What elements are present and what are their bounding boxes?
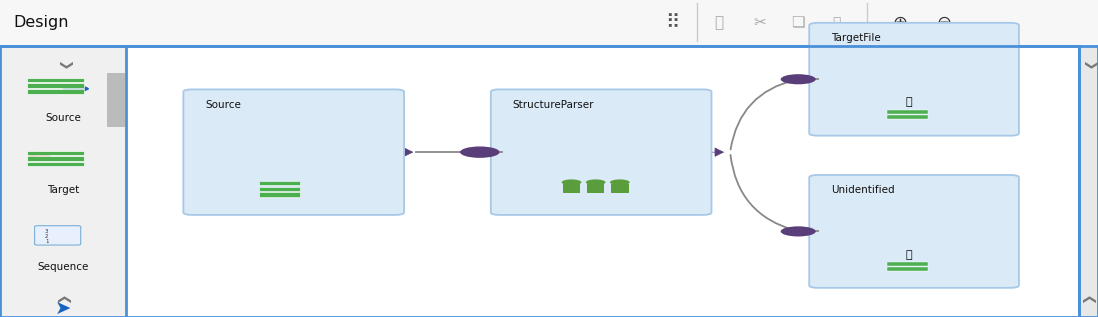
Circle shape [562, 179, 582, 185]
Text: ❯: ❯ [57, 60, 69, 70]
FancyBboxPatch shape [183, 89, 404, 215]
Circle shape [586, 179, 605, 185]
Text: ⊖: ⊖ [937, 14, 952, 32]
Text: ✂: ✂ [753, 16, 766, 30]
Text: Source: Source [45, 113, 81, 123]
FancyBboxPatch shape [887, 115, 929, 119]
Text: StructureParser: StructureParser [513, 100, 594, 110]
Text: ❯: ❯ [1083, 60, 1095, 70]
FancyBboxPatch shape [586, 184, 604, 193]
Text: 1: 1 [45, 239, 48, 244]
FancyBboxPatch shape [491, 89, 712, 215]
FancyBboxPatch shape [0, 46, 126, 317]
FancyBboxPatch shape [887, 262, 929, 266]
Text: ➤: ➤ [55, 300, 71, 317]
Text: 🔥: 🔥 [905, 97, 912, 107]
Circle shape [460, 146, 500, 158]
FancyBboxPatch shape [809, 23, 1019, 136]
FancyBboxPatch shape [258, 181, 300, 185]
Text: 3: 3 [45, 229, 48, 234]
FancyBboxPatch shape [258, 187, 300, 191]
FancyBboxPatch shape [562, 184, 580, 193]
Text: ❯: ❯ [1083, 293, 1095, 303]
FancyBboxPatch shape [887, 267, 929, 271]
FancyBboxPatch shape [35, 226, 81, 245]
Text: ❏: ❏ [792, 16, 805, 30]
Circle shape [610, 179, 630, 185]
Text: Target: Target [47, 185, 79, 196]
FancyBboxPatch shape [27, 156, 83, 161]
Text: ❯: ❯ [57, 293, 69, 303]
Text: 🔥: 🔥 [905, 249, 912, 260]
FancyBboxPatch shape [258, 192, 300, 197]
FancyBboxPatch shape [27, 89, 83, 94]
FancyBboxPatch shape [27, 151, 83, 155]
FancyBboxPatch shape [27, 78, 83, 82]
Text: Source: Source [205, 100, 242, 110]
FancyBboxPatch shape [887, 110, 929, 114]
Circle shape [781, 226, 816, 236]
Text: Unidentified: Unidentified [831, 185, 895, 196]
Text: TargetFile: TargetFile [831, 33, 881, 43]
FancyBboxPatch shape [809, 175, 1019, 288]
Circle shape [781, 74, 816, 84]
Text: ⊕: ⊕ [893, 14, 908, 32]
Text: 2: 2 [45, 234, 48, 239]
FancyBboxPatch shape [610, 184, 628, 193]
Text: Design: Design [13, 16, 69, 30]
Text: 🗑: 🗑 [715, 16, 724, 30]
FancyBboxPatch shape [0, 0, 1098, 46]
Text: 📋: 📋 [832, 16, 841, 30]
FancyBboxPatch shape [27, 83, 83, 88]
FancyBboxPatch shape [27, 162, 83, 166]
FancyBboxPatch shape [107, 73, 125, 127]
Text: Sequence: Sequence [37, 262, 89, 272]
FancyBboxPatch shape [1079, 46, 1098, 317]
Text: ⠿: ⠿ [665, 14, 679, 32]
FancyBboxPatch shape [126, 46, 1079, 317]
